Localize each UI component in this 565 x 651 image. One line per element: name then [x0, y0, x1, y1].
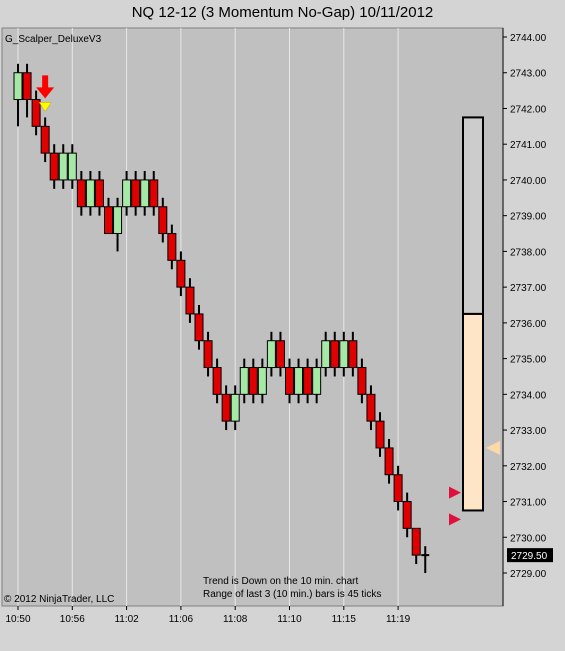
red-pointer-icon — [449, 486, 461, 499]
candle-up — [294, 367, 304, 395]
indicator-name: G_Scalper_DeluxeV3 — [5, 34, 102, 45]
candle-up — [113, 206, 123, 235]
y-tick-label: 2729.00 — [510, 569, 547, 580]
y-tick-label: 2739.00 — [510, 212, 547, 223]
candle-up — [140, 179, 150, 208]
y-tick-label: 2734.00 — [510, 390, 547, 401]
candle-down — [212, 367, 222, 395]
x-tick-label: 11:08 — [223, 614, 248, 625]
bars-layer — [13, 63, 430, 573]
overlay-layer — [36, 75, 500, 526]
candle-down — [384, 447, 394, 476]
candle-down — [194, 313, 204, 342]
last-price-marker: 2729.50 — [507, 548, 553, 563]
candle-down — [76, 179, 86, 208]
price-axis[interactable] — [503, 28, 563, 606]
y-tick-label: 2740.00 — [510, 176, 547, 187]
candle-down — [285, 367, 294, 395]
candle-up — [122, 179, 132, 208]
candle-down — [94, 179, 104, 208]
candle-down — [176, 259, 186, 288]
y-tick-label: 2731.00 — [510, 498, 547, 509]
range-note: Range of last 3 (10 min.) bars is 45 tic… — [203, 589, 381, 600]
candle-down — [185, 286, 195, 315]
y-tick-label: 2742.00 — [510, 104, 547, 115]
x-tick-label: 11:06 — [169, 614, 194, 625]
last-price-box — [507, 548, 553, 563]
candle-up — [321, 340, 331, 369]
candle-down — [221, 393, 231, 422]
x-tick-label: 11:02 — [114, 614, 139, 625]
plot-area[interactable] — [1, 27, 504, 607]
candle-down — [330, 340, 340, 369]
candle-down — [357, 367, 367, 395]
y-tick-label: 2741.00 — [510, 140, 547, 151]
candle-down — [131, 179, 141, 208]
x-tick-label: 11:15 — [332, 614, 357, 625]
peach-pointer-icon — [486, 440, 500, 455]
x-tick-labels: 10:50 10:56 11:02 11:06 11:08 11:10 11:15 11:19 — [5, 606, 411, 625]
candle-up — [230, 393, 240, 422]
y-tick-labels: 2744.00 2743.00 2742.00 2741.00 2740.00 2739.… — [503, 33, 547, 580]
red-pointer-icon — [449, 513, 461, 526]
candle-down — [348, 340, 358, 369]
candle-up — [312, 367, 322, 395]
candle-up — [339, 340, 349, 369]
range-box-upper — [462, 116, 484, 315]
signal-triangle-icon — [38, 102, 52, 112]
range-box-lower — [462, 312, 484, 512]
y-tick-label: 2732.00 — [510, 462, 547, 473]
y-tick-label: 2735.00 — [510, 355, 547, 366]
candle-down — [149, 179, 159, 208]
candle-down — [22, 72, 32, 101]
copyright-text: © 2012 NinjaTrader, LLC — [4, 594, 114, 605]
x-tick-label: 11:10 — [277, 614, 302, 625]
candle-down — [411, 527, 421, 556]
candle-down — [158, 206, 168, 235]
candle-down — [49, 152, 59, 181]
candle-down — [375, 420, 385, 449]
candle-down — [366, 393, 376, 422]
candle-down — [393, 474, 403, 503]
candle-down — [167, 233, 177, 261]
y-tick-label: 2737.00 — [510, 283, 547, 294]
y-tick-label: 2743.00 — [510, 69, 547, 80]
y-tick-label: 2730.00 — [510, 533, 547, 544]
candle-up — [13, 72, 23, 101]
y-tick-label: 2736.00 — [510, 319, 547, 330]
x-tick-label: 10:56 — [60, 614, 85, 625]
candle-down — [40, 125, 50, 154]
sell-arrow-icon — [36, 75, 55, 99]
candle-down — [275, 340, 285, 369]
candle-down — [203, 340, 213, 369]
candle-down — [104, 206, 113, 235]
chart-title: NQ 12-12 (3 Momentum No-Gap) 10/11/2012 — [131, 4, 434, 21]
candle-down — [303, 367, 313, 395]
candle-up — [58, 152, 68, 181]
candle-up — [239, 367, 249, 395]
x-tick-label: 11:19 — [386, 614, 411, 625]
y-tick-label: 2744.00 — [510, 33, 547, 44]
candle-up — [257, 367, 267, 395]
last-price-label: 2729.50 — [511, 551, 548, 562]
y-tick-label: 2738.00 — [510, 247, 547, 258]
y-tick-label: 2733.00 — [510, 426, 547, 437]
candle-down — [402, 501, 412, 529]
candle-up — [85, 179, 95, 208]
candle-down — [31, 99, 41, 127]
x-tick-label: 10:50 — [5, 614, 30, 625]
trend-note: Trend is Down on the 10 min. chart — [203, 576, 358, 587]
candle-down — [248, 367, 258, 395]
candle-up — [67, 152, 77, 181]
candle-up — [266, 340, 276, 369]
